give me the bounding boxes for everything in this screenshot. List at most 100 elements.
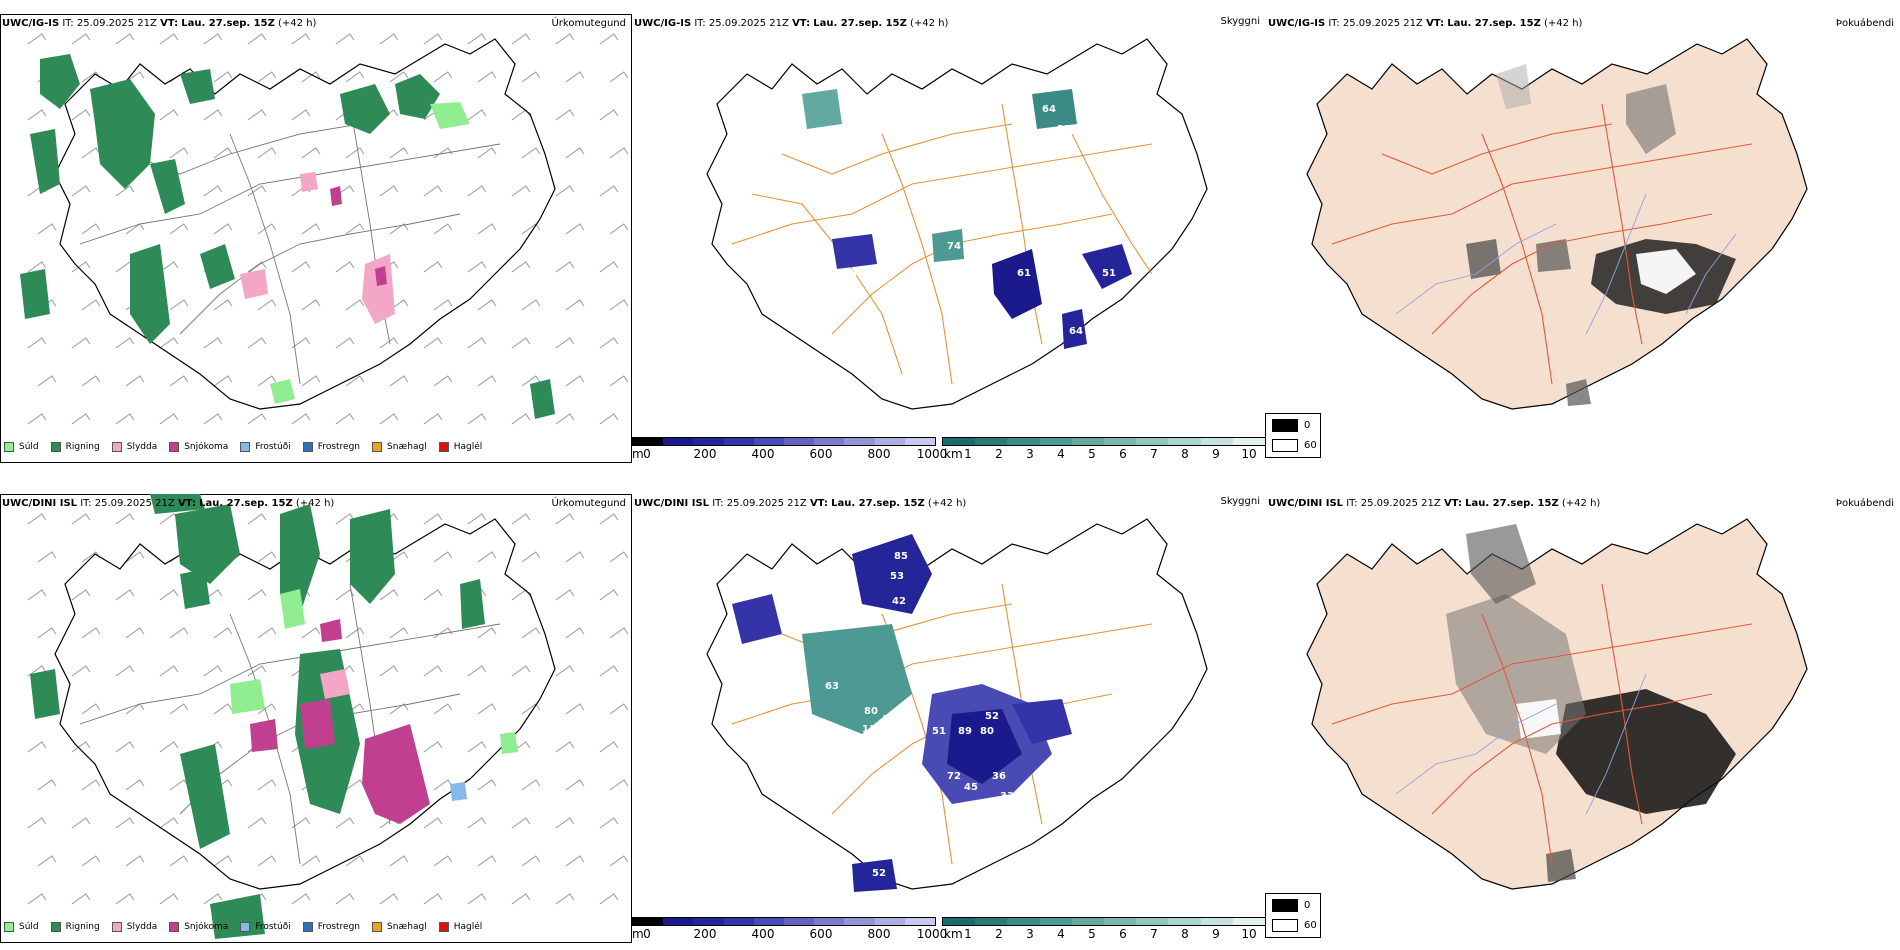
cbar-swatch [904, 438, 936, 445]
visibility-label: 88 [850, 268, 864, 279]
legend-item: Haglél [438, 922, 482, 932]
wind-barb [521, 627, 541, 639]
wind-barb [389, 223, 409, 235]
legend-item: Rigning [50, 922, 100, 932]
wind-barb [81, 855, 101, 867]
wind-barb [389, 551, 409, 563]
wind-barb [467, 741, 487, 753]
wind-barb [159, 109, 179, 121]
wind-barb [565, 703, 585, 715]
wind-barb [555, 665, 575, 677]
cbar-swatch [814, 438, 845, 445]
wind-barb [71, 513, 91, 525]
tick-label: 3 [1026, 447, 1034, 461]
wind-barb [247, 109, 267, 121]
panel-title: UWC/DINI ISL IT: 25.09.2025 21Z VT: Lau.… [634, 498, 966, 509]
wind-barb [477, 627, 497, 639]
tick-label: 8 [1181, 927, 1189, 941]
wind-barb [291, 109, 311, 121]
wind-barb [511, 337, 531, 349]
ticks-km: 1 2 3 4 5 6 7 8 9 10 [964, 447, 1258, 461]
wind-barb [159, 589, 179, 601]
swatch [372, 922, 383, 932]
wind-barb [565, 855, 585, 867]
cbar-swatch [1232, 918, 1266, 925]
wind-barb [203, 337, 223, 349]
lead-time: (+42 h) [295, 498, 335, 509]
legend-label: Frostúði [255, 442, 291, 452]
wind-barb [27, 741, 47, 753]
wind-barb [115, 893, 135, 905]
wind-barb [169, 703, 189, 715]
wind-barb [27, 817, 47, 829]
panel-title: UWC/IG-IS IT: 25.09.2025 21Z VT: Lau. 27… [1268, 18, 1582, 29]
wind-barb [257, 223, 277, 235]
wind-barb [565, 223, 585, 235]
wind-barb [511, 185, 531, 197]
tick-label: 1000 [916, 447, 948, 461]
wind-barb [169, 779, 189, 791]
wind-barb [213, 703, 233, 715]
it-value: 25.09.2025 21Z [94, 498, 175, 509]
model-name: UWC/DINI ISL [2, 498, 78, 509]
tick-label: 9 [1212, 927, 1220, 941]
wind-barb [555, 261, 575, 273]
vt-label: VT: [809, 498, 828, 509]
model-name: UWC/DINI ISL [634, 498, 710, 509]
visibility-label: 42 [892, 596, 906, 607]
tick-label: 1000 [916, 927, 948, 941]
wind-barb [291, 413, 311, 425]
swatch [50, 442, 61, 452]
cbar-swatch [1007, 918, 1040, 925]
tick-label: 0 [643, 447, 651, 461]
wind-barbs [27, 33, 629, 425]
wind-barb [521, 703, 541, 715]
cbar-swatch [975, 438, 1008, 445]
tick-label: 9 [1212, 447, 1220, 461]
low-visibility-areas [732, 534, 1072, 892]
swatch [302, 442, 313, 452]
wind-barb [477, 703, 497, 715]
wind-barb [125, 551, 145, 563]
wind-barb [291, 33, 311, 45]
wind-barb [125, 779, 145, 791]
it-label: IT: [712, 498, 724, 509]
wind-barb [609, 147, 629, 159]
wind-barb [379, 589, 399, 601]
ticks-km: 1 2 3 4 5 6 7 8 9 10 [964, 927, 1258, 941]
wind-barb [521, 223, 541, 235]
it-label: IT: [62, 18, 74, 29]
tick-label: 2 [995, 447, 1003, 461]
wind-barb [433, 627, 453, 639]
wind-barb [345, 375, 365, 387]
colorbar-m [632, 917, 936, 926]
cbar-swatch [633, 438, 664, 445]
wind-barb [511, 893, 531, 905]
rivers [1395, 193, 1737, 335]
sleet-areas [240, 172, 395, 324]
wind-barb [511, 513, 531, 525]
precip-type-panel-row1: UWC/IG-IS IT: 25.09.2025 21Z VT: Lau. 27… [0, 14, 632, 463]
wind-barb [467, 261, 487, 273]
cbar-swatch [874, 438, 905, 445]
panel-title: UWC/DINI ISL IT: 25.09.2025 21Z VT: Lau.… [1268, 498, 1600, 509]
wind-barb [169, 855, 189, 867]
wind-barb [345, 223, 365, 235]
wind-barb [257, 627, 277, 639]
fog-panel-row1: UWC/IG-IS IT: 25.09.2025 21Z VT: Lau. 27… [1266, 14, 1900, 463]
wind-barb [159, 413, 179, 425]
it-label: IT: [1328, 18, 1340, 29]
wind-barb [125, 375, 145, 387]
legend-label: Frostregn [317, 922, 361, 932]
wind-barb [599, 261, 619, 273]
visibility-label: 45 [964, 782, 978, 793]
legend-label: Snæhagl [387, 442, 427, 452]
fog-key-label: 60 [1304, 440, 1317, 451]
wind-barb [467, 893, 487, 905]
wind-barb [81, 71, 101, 83]
wind-barb [213, 299, 233, 311]
roads [731, 103, 1153, 385]
wind-barb [71, 413, 91, 425]
cbar-swatch [844, 438, 875, 445]
panel-name: Skyggni [1220, 496, 1260, 507]
